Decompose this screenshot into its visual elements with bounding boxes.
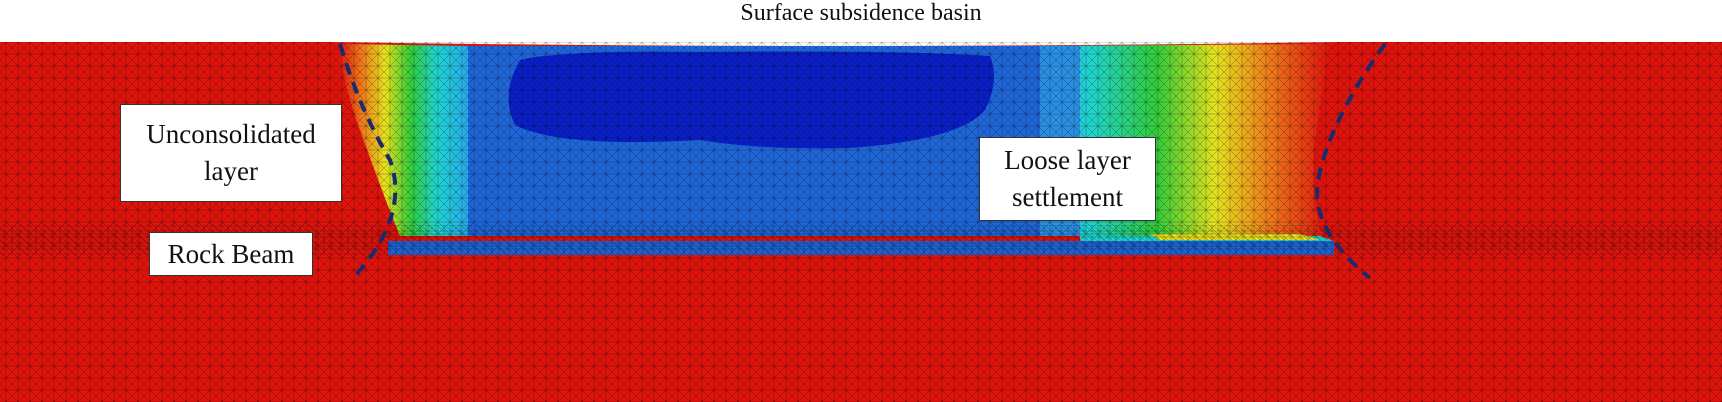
label-loose-layer-settlement: Loose layer settlement [979, 137, 1156, 221]
label-unconsolidated-line1: Unconsolidated [146, 119, 316, 149]
label-unconsolidated-line2: layer [204, 156, 258, 186]
right-boundary-dashed-line [1315, 42, 1387, 280]
label-loose-line1: Loose layer [1004, 145, 1131, 175]
figure-title: Surface subsidence basin [740, 0, 982, 26]
label-rock-beam: Rock Beam [149, 232, 313, 276]
label-loose-line2: settlement [1012, 182, 1123, 212]
label-rock-beam-text: Rock Beam [167, 238, 295, 269]
left-boundary-dashed-line [338, 43, 398, 278]
label-unconsolidated-layer: Unconsolidated layer [120, 104, 342, 202]
